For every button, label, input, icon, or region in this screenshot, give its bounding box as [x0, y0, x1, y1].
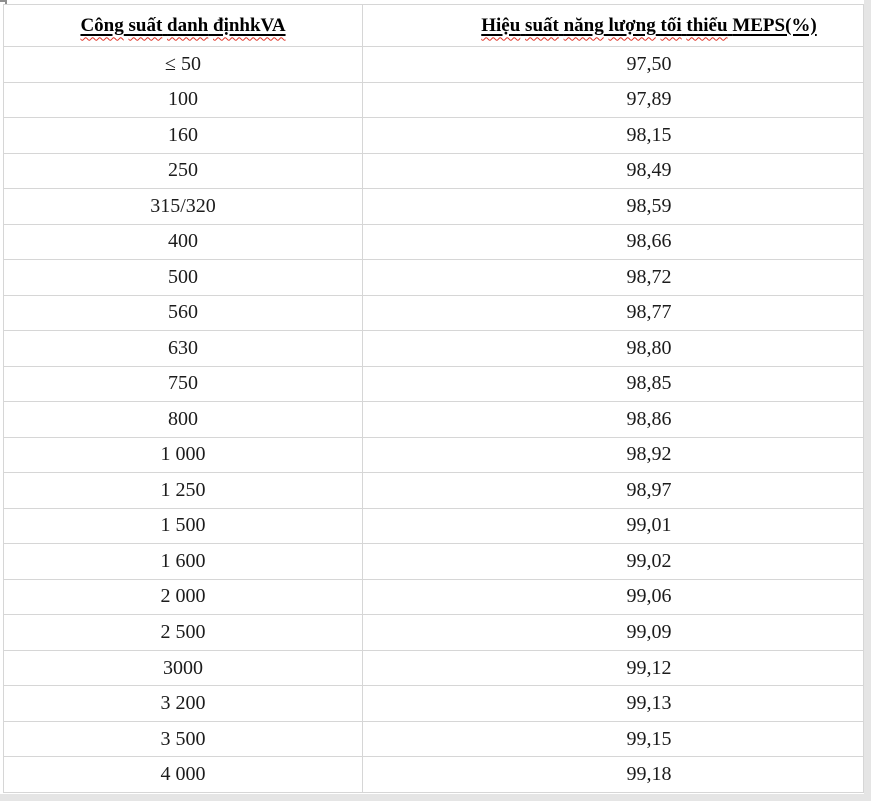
- capacity-cell: 1 500: [3, 507, 363, 545]
- table-row: 315/320 98,59: [3, 188, 864, 225]
- meps-cell: 99,15: [362, 720, 864, 758]
- meps-cell: 97,50: [362, 46, 864, 83]
- header-capacity: Công suất danh địnhkVA: [3, 4, 363, 47]
- header-word: Hiệu: [481, 14, 521, 36]
- table-row: 1 600 99,02: [3, 543, 864, 580]
- capacity-cell: 4 000: [3, 756, 363, 793]
- header-word: năng: [563, 14, 604, 36]
- capacity-cell: 1 250: [3, 472, 363, 509]
- capacity-cell: 100: [3, 81, 363, 119]
- table-row: 630 98,80: [3, 330, 864, 367]
- meps-cell: 99,02: [362, 543, 864, 580]
- capacity-cell: 560: [3, 294, 363, 332]
- table-row: 1 000 98,92: [3, 436, 864, 474]
- table-row: 3000 99,12: [3, 649, 864, 687]
- meps-cell: 98,86: [362, 401, 864, 438]
- meps-cell: 98,85: [362, 365, 864, 403]
- capacity-cell: 2 500: [3, 614, 363, 651]
- capacity-cell: 630: [3, 330, 363, 367]
- capacity-cell: 315/320: [3, 188, 363, 225]
- meps-cell: 98,80: [362, 330, 864, 367]
- header-meps: Hiệu suất năng lượng tối thiểu MEPS(%): [362, 4, 864, 47]
- meps-cell: 98,97: [362, 472, 864, 509]
- header-word: danh: [167, 14, 209, 36]
- meps-cell: 97,89: [362, 81, 864, 119]
- header-word: thiểu: [686, 14, 728, 36]
- capacity-cell: 3 200: [3, 685, 363, 722]
- table-row: 100 97,89: [3, 81, 864, 119]
- capacity-cell: 400: [3, 223, 363, 261]
- capacity-cell: 160: [3, 117, 363, 154]
- meps-cell: 98,72: [362, 259, 864, 296]
- table-row: 250 98,49: [3, 152, 864, 190]
- table-row: 400 98,66: [3, 223, 864, 261]
- meps-cell: 99,13: [362, 685, 864, 722]
- capacity-cell: 800: [3, 401, 363, 438]
- capacity-cell: 250: [3, 152, 363, 190]
- table-row: 1 500 99,01: [3, 507, 864, 545]
- header-word: địnhkVA: [213, 14, 286, 36]
- capacity-cell: 1 600: [3, 543, 363, 580]
- header-word: Công: [80, 14, 124, 36]
- header-meps-text: Hiệu suất năng lượng tối thiểu MEPS(%): [481, 15, 817, 36]
- table-row: 800 98,86: [3, 401, 864, 438]
- table-row: 500 98,72: [3, 259, 864, 296]
- table-row: 160 98,15: [3, 117, 864, 154]
- meps-cell: 98,59: [362, 188, 864, 225]
- header-meps-suffix: MEPS(%): [732, 14, 817, 36]
- table-body: ≤ 50 97,50 100 97,89 160 98,15 250 98,49 315/320…: [3, 46, 864, 793]
- table-row: 750 98,85: [3, 365, 864, 403]
- header-word: suất: [525, 14, 559, 36]
- table-row: 4 000 99,18: [3, 756, 864, 793]
- header-row: Công suất danh địnhkVA Hiệu suất năng lư…: [3, 4, 864, 47]
- table-row: 2 000 99,06: [3, 578, 864, 616]
- table-row: 1 250 98,97: [3, 472, 864, 509]
- meps-table: Công suất danh địnhkVA Hiệu suất năng lư…: [3, 4, 864, 793]
- meps-cell: 98,92: [362, 436, 864, 474]
- meps-cell: 98,49: [362, 152, 864, 190]
- meps-cell: 98,77: [362, 294, 864, 332]
- header-word: lượng: [608, 14, 656, 36]
- meps-cell: 99,12: [362, 649, 864, 687]
- capacity-cell: 750: [3, 365, 363, 403]
- table-row: 3 500 99,15: [3, 720, 864, 758]
- header-word: suất: [128, 14, 163, 36]
- capacity-cell: 1 000: [3, 436, 363, 474]
- table-corner-mark: [0, 0, 7, 7]
- meps-cell: 98,15: [362, 117, 864, 154]
- table-row: 560 98,77: [3, 294, 864, 332]
- meps-cell: 99,18: [362, 756, 864, 793]
- table-row: 3 200 99,13: [3, 685, 864, 722]
- header-word: tối: [660, 14, 682, 36]
- page-edge-right: [864, 0, 871, 801]
- page-edge-bottom: [0, 794, 871, 801]
- meps-cell: 99,09: [362, 614, 864, 651]
- capacity-cell: 2 000: [3, 578, 363, 616]
- capacity-cell: 500: [3, 259, 363, 296]
- capacity-cell: 3 500: [3, 720, 363, 758]
- meps-cell: 99,01: [362, 507, 864, 545]
- header-capacity-text: Công suất danh địnhkVA: [80, 15, 285, 36]
- table-row: ≤ 50 97,50: [3, 46, 864, 83]
- table-row: 2 500 99,09: [3, 614, 864, 651]
- meps-cell: 99,06: [362, 578, 864, 616]
- meps-cell: 98,66: [362, 223, 864, 261]
- capacity-cell: 3000: [3, 649, 363, 687]
- capacity-cell: ≤ 50: [3, 46, 363, 83]
